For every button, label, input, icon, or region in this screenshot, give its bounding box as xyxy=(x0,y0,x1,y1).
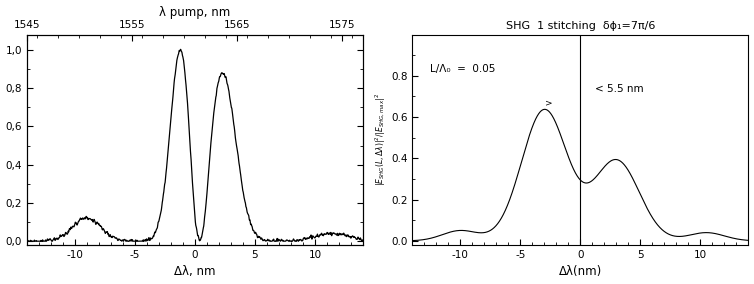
Text: >: > xyxy=(545,99,553,108)
Text: L/Λ₀  =  0.05: L/Λ₀ = 0.05 xyxy=(431,64,496,74)
Y-axis label: $|E_{SHG}(L,\Delta\lambda)|^2/|E_{SHG,max}|^2$: $|E_{SHG}(L,\Delta\lambda)|^2/|E_{SHG,ma… xyxy=(374,93,388,186)
X-axis label: λ pump, nm: λ pump, nm xyxy=(159,6,231,18)
Text: < 5.5 nm: < 5.5 nm xyxy=(595,84,643,94)
X-axis label: Δλ(nm): Δλ(nm) xyxy=(559,266,602,278)
X-axis label: Δλ, nm: Δλ, nm xyxy=(174,266,216,278)
Title: SHG  1 stitching  δϕ₁=7π/6: SHG 1 stitching δϕ₁=7π/6 xyxy=(506,21,655,31)
